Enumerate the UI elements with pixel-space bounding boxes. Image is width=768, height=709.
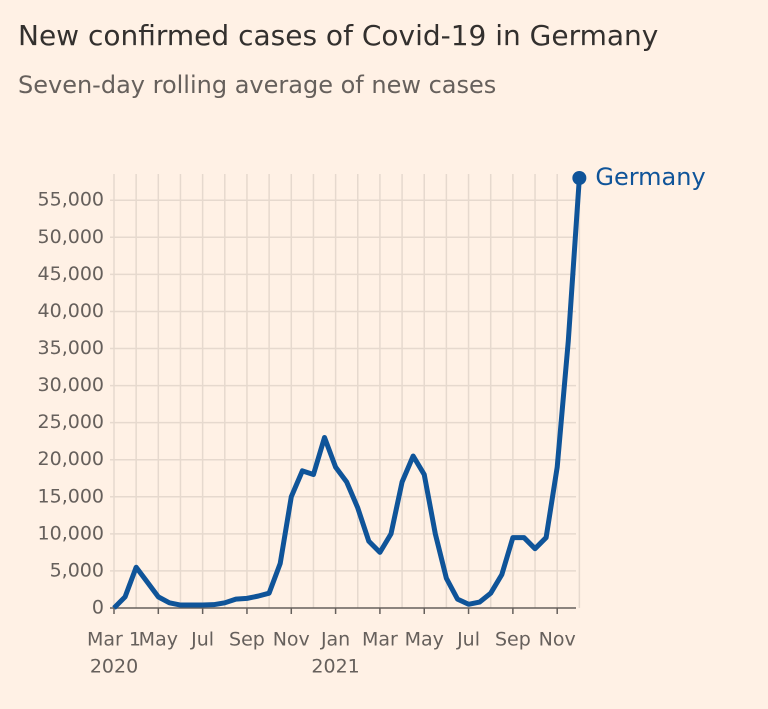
- y-tick-label: 35,000: [38, 337, 104, 359]
- y-tick-label: 20,000: [38, 448, 104, 470]
- x-tick-label: Nov: [273, 629, 310, 651]
- y-tick-label: 25,000: [38, 411, 104, 433]
- y-tick-label: 15,000: [38, 485, 104, 507]
- x-tick-label: Jul: [190, 629, 214, 651]
- x-tick-label: Jan: [320, 629, 350, 651]
- chart-title: New confirmed cases of Covid-19 in Germa…: [18, 19, 658, 52]
- line: [112, 177, 582, 610]
- y-tick-label: 40,000: [38, 300, 104, 322]
- x-tick-label: May: [139, 629, 178, 651]
- x-tick-label: Jul: [456, 629, 480, 651]
- end-dot: [572, 171, 587, 185]
- y-tick-label: 30,000: [38, 374, 104, 396]
- y-tick-label: 50,000: [38, 226, 104, 248]
- year-label: 2020: [90, 656, 138, 678]
- x-tick-label: Sep: [229, 629, 265, 651]
- y-tick-label: 45,000: [38, 263, 104, 285]
- x-tick-label: Nov: [539, 629, 576, 651]
- x-tick-label: Sep: [495, 629, 531, 651]
- x-tick-label: Mar: [362, 629, 398, 651]
- legend-label: Germany: [595, 163, 705, 191]
- y-tick-label: 10,000: [38, 522, 104, 544]
- year-label: 2021: [311, 656, 359, 678]
- x-tick-label: Mar 1: [87, 629, 141, 651]
- y-tick-label: 55,000: [38, 189, 104, 211]
- x-tick-label: May: [405, 629, 444, 651]
- y-tick-label: 5,000: [50, 559, 104, 581]
- y-tick-label: 0: [92, 597, 104, 619]
- chart-subtitle: Seven-day rolling average of new cases: [18, 71, 496, 99]
